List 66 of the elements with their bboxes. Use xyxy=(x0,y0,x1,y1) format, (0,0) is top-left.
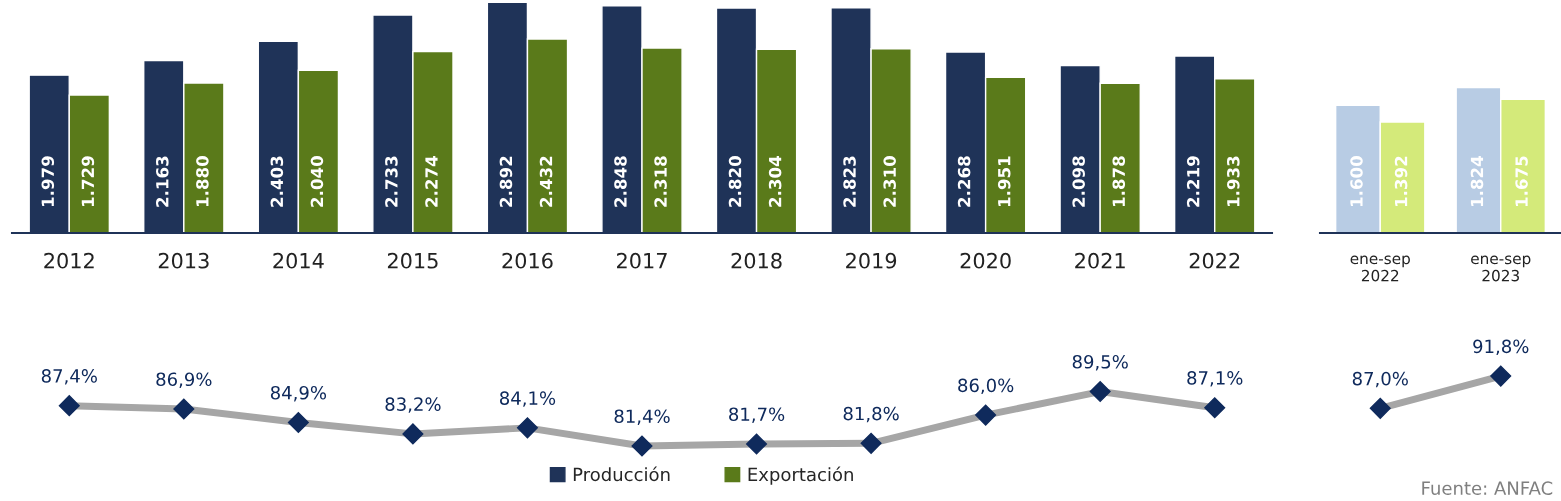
data-label: 84,9% xyxy=(270,385,327,402)
x-tick-label: ene-sep 2023 xyxy=(1471,255,1531,282)
legend-label: Producción xyxy=(573,466,670,482)
data-label: 2.733 xyxy=(385,156,398,207)
data-label: 2.268 xyxy=(957,156,971,207)
x-tick-label: 2019 xyxy=(846,252,897,269)
data-label: 1.824 xyxy=(1470,156,1484,207)
data-label: 2.820 xyxy=(728,156,742,207)
data-label: 83,2% xyxy=(385,397,441,413)
x-tick-label: 2015 xyxy=(387,252,438,269)
data-label: 2.310 xyxy=(883,156,896,207)
data-label: 1.979 xyxy=(41,156,55,207)
point xyxy=(860,432,882,454)
data-label: 1.675 xyxy=(1515,156,1528,207)
data-label: 87,0% xyxy=(1352,371,1408,388)
source-note: Fuente: ANFAC xyxy=(1422,481,1553,495)
data-label: 2.403 xyxy=(270,156,284,207)
data-label: 89,5% xyxy=(1072,354,1128,371)
x-tick-label: 2016 xyxy=(502,252,553,269)
data-label: 2.318 xyxy=(654,156,667,207)
data-label: 86,0% xyxy=(958,378,1014,394)
x-tick-label: 2017 xyxy=(617,252,667,269)
data-label: 2.098 xyxy=(1072,156,1085,207)
data-label: 1.600 xyxy=(1350,156,1363,207)
data-label: 1.933 xyxy=(1227,156,1240,207)
data-label: 2.823 xyxy=(843,156,856,207)
data-label: 81,8% xyxy=(843,406,899,423)
data-label: 1.729 xyxy=(81,156,95,207)
x-tick-label: 2022 xyxy=(1189,252,1240,269)
x-tick-label: 2014 xyxy=(273,252,324,269)
point xyxy=(631,435,653,457)
data-label: 81,7% xyxy=(729,407,785,423)
data-label: 2.040 xyxy=(310,156,324,207)
data-label: 87,4% xyxy=(41,369,97,385)
data-label: 81,4% xyxy=(614,409,670,425)
point xyxy=(975,404,997,426)
legend-label: Exportación xyxy=(748,466,853,485)
data-label: 2.163 xyxy=(156,156,169,207)
data-label: 1.878 xyxy=(1112,156,1126,207)
point xyxy=(58,395,80,417)
data-label: 1.392 xyxy=(1394,156,1408,207)
x-tick-label: 2012 xyxy=(44,252,94,269)
point xyxy=(173,398,195,420)
x-tick-label: 2021 xyxy=(1075,252,1125,269)
data-label: 2.304 xyxy=(768,156,782,207)
data-label: 87,1% xyxy=(1187,371,1243,387)
point xyxy=(1204,397,1226,419)
data-label: 2.219 xyxy=(1186,156,1200,207)
data-label: 1.951 xyxy=(997,156,1011,207)
data-label: 84,1% xyxy=(500,391,556,407)
point xyxy=(287,411,309,433)
data-label: 2.274 xyxy=(425,156,438,207)
point xyxy=(1089,381,1111,403)
point xyxy=(516,417,538,439)
data-label: 91,8% xyxy=(1473,339,1529,355)
point xyxy=(746,433,768,455)
x-tick-label: 2020 xyxy=(960,252,1011,269)
data-label: 1.880 xyxy=(196,156,209,207)
data-label: 2.848 xyxy=(614,156,627,207)
x-tick-label: ene-sep 2022 xyxy=(1350,255,1410,282)
point xyxy=(402,423,424,445)
data-label: 86,9% xyxy=(156,372,212,388)
x-tick-label: 2013 xyxy=(158,252,209,269)
data-label: 2.892 xyxy=(499,156,513,207)
x-tick-label: 2018 xyxy=(731,252,782,269)
data-label: 2.432 xyxy=(539,156,553,207)
